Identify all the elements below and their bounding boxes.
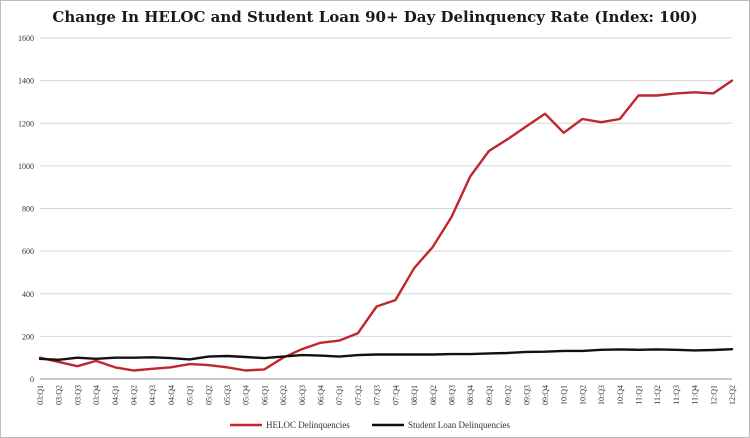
legend-label-1: Student Loan Delinquencies: [408, 420, 510, 430]
y-tick-label: 1000: [18, 162, 34, 171]
x-tick-label: 04:Q4: [167, 385, 176, 405]
series-lines: [38, 79, 734, 372]
legend: HELOC Delinquencies Student Loan Delinque…: [230, 420, 510, 430]
x-tick-label: 08:Q2: [429, 385, 438, 405]
x-tick-label: 09:Q3: [522, 385, 531, 405]
x-tick-label: 06:Q3: [298, 385, 307, 405]
series-line-0: [38, 79, 734, 372]
x-tick-label: 05:Q1: [186, 385, 195, 405]
x-tick-label: 04:Q2: [130, 385, 139, 405]
x-tick-label: 11:Q1: [634, 385, 643, 405]
x-tick-label: 09:Q4: [541, 385, 550, 405]
x-tick-label: 07:Q1: [335, 385, 344, 405]
x-tick-label: 06:Q1: [260, 385, 269, 405]
x-tick-label: 11:Q2: [653, 385, 662, 405]
x-tick-label: 07:Q4: [391, 385, 400, 405]
y-tick-label: 0: [30, 375, 34, 384]
x-tick-label: 12:Q2: [728, 385, 737, 405]
x-tick-label: 03:Q2: [55, 385, 64, 405]
x-tick-label: 07:Q2: [354, 385, 363, 405]
x-tick-label: 08:Q3: [447, 385, 456, 405]
x-tick-label: 06:Q4: [317, 385, 326, 405]
y-tick-label: 1200: [18, 119, 34, 128]
x-tick-label: 06:Q2: [279, 385, 288, 405]
x-tick-label: 04:Q3: [148, 385, 157, 405]
y-tick-label: 1400: [18, 77, 34, 86]
x-tick-label: 03:Q4: [92, 385, 101, 405]
x-tick-label: 12:Q1: [709, 385, 718, 405]
y-tick-label: 800: [22, 205, 34, 214]
y-axis-ticks: 0 200 400 600 800 1000 1200 1400 1600: [18, 34, 34, 384]
y-tick-label: 400: [22, 290, 34, 299]
chart-title: Change In HELOC and Student Loan 90+ Day…: [52, 8, 698, 26]
x-tick-label: 10:Q3: [597, 385, 606, 405]
x-tick-label: 05:Q3: [223, 385, 232, 405]
x-tick-label: 11:Q4: [691, 385, 700, 405]
x-tick-label: 07:Q3: [373, 385, 382, 405]
x-tick-label: 04:Q1: [111, 385, 120, 405]
x-tick-label: 03:Q1: [36, 385, 45, 405]
x-tick-label: 05:Q2: [204, 385, 213, 405]
series-line-1: [38, 348, 734, 361]
x-tick-label: 03:Q3: [73, 385, 82, 405]
y-tick-label: 600: [22, 247, 34, 256]
x-tick-label: 05:Q4: [242, 385, 251, 405]
x-tick-label: 08:Q1: [410, 385, 419, 405]
x-tick-label: 09:Q1: [485, 385, 494, 405]
x-axis-ticks: 03:Q1 03:Q2 03:Q3 03:Q4 04:Q1 04:Q2 04:Q3 04:Q4…: [36, 385, 737, 405]
x-tick-label: 10:Q2: [578, 385, 587, 405]
x-tick-label: 11:Q3: [672, 385, 681, 405]
y-tick-label: 200: [22, 332, 34, 341]
x-tick-label: 10:Q4: [616, 385, 625, 405]
x-tick-label: 08:Q4: [466, 385, 475, 405]
x-tick-label: 10:Q1: [560, 385, 569, 405]
gridlines: [40, 37, 732, 380]
x-tick-label: 09:Q2: [504, 385, 513, 405]
legend-label-0: HELOC Delinquencies: [266, 420, 350, 430]
y-tick-label: 1600: [18, 34, 34, 43]
